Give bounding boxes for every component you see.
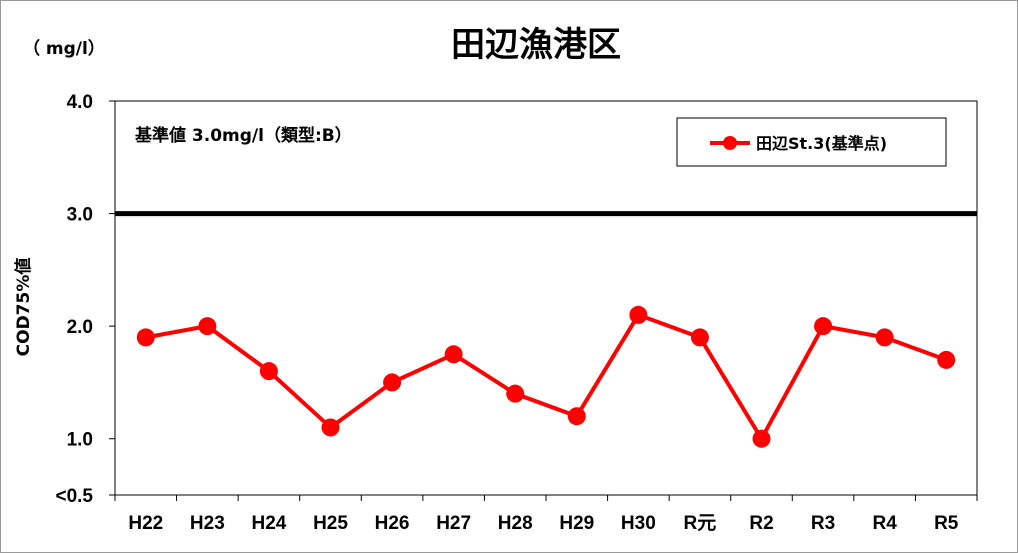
- x-tick-label: R4: [872, 513, 897, 534]
- legend: 田辺St.3(基準点): [676, 117, 947, 167]
- series-group: [136, 305, 956, 448]
- y-axis: 4.0 3.0 2.0 1.0 <0.5: [55, 92, 115, 507]
- data-point: [136, 328, 155, 347]
- x-tick-label: H28: [498, 513, 533, 534]
- x-tick-label: H30: [621, 513, 656, 534]
- x-tick-label: H26: [375, 513, 410, 534]
- x-tick-label: R5: [934, 513, 959, 534]
- x-tick-label: H23: [190, 513, 225, 534]
- y-tick-label: 1.0: [67, 430, 93, 451]
- legend-marker: [723, 136, 737, 150]
- data-point: [321, 418, 340, 437]
- x-tick-label: H29: [559, 513, 594, 534]
- data-point: [259, 362, 278, 381]
- data-point: [875, 328, 894, 347]
- x-tick-label: H24: [251, 513, 286, 534]
- data-point: [690, 328, 709, 347]
- chart-title: 田辺漁港区: [451, 25, 621, 65]
- x-tick-label: H25: [313, 513, 348, 534]
- data-point: [198, 317, 217, 336]
- data-point: [814, 317, 833, 336]
- standard-note: 基準値 3.0mg/l（類型:B）: [134, 125, 352, 146]
- x-tick-label: R3: [811, 513, 835, 534]
- y-tick-label: 3.0: [67, 205, 93, 226]
- x-tick-label: H27: [436, 513, 471, 534]
- x-tick-label: R2: [749, 513, 773, 534]
- data-point: [506, 384, 525, 403]
- data-point: [383, 373, 402, 392]
- x-tick-label: H22: [128, 513, 163, 534]
- y-axis-label: COD75%値: [13, 258, 34, 357]
- y-tick-label: 4.0: [67, 92, 93, 113]
- x-tick-label: R元: [684, 513, 717, 534]
- unit-label: （ mg/l）: [23, 38, 105, 59]
- data-point: [937, 350, 956, 369]
- legend-label: 田辺St.3(基準点): [756, 134, 887, 153]
- x-axis: H22 H23 H24 H25 H26 H27 H28 H29 H30 R元 R2 R3 R4 R5: [114, 495, 978, 534]
- data-point: [444, 345, 463, 364]
- data-point: [629, 305, 648, 324]
- series-line: [145, 312, 947, 441]
- y-tick-label: 2.0: [67, 317, 93, 338]
- y-tick-label: <0.5: [55, 486, 93, 507]
- data-point: [752, 429, 771, 448]
- data-point: [567, 407, 586, 426]
